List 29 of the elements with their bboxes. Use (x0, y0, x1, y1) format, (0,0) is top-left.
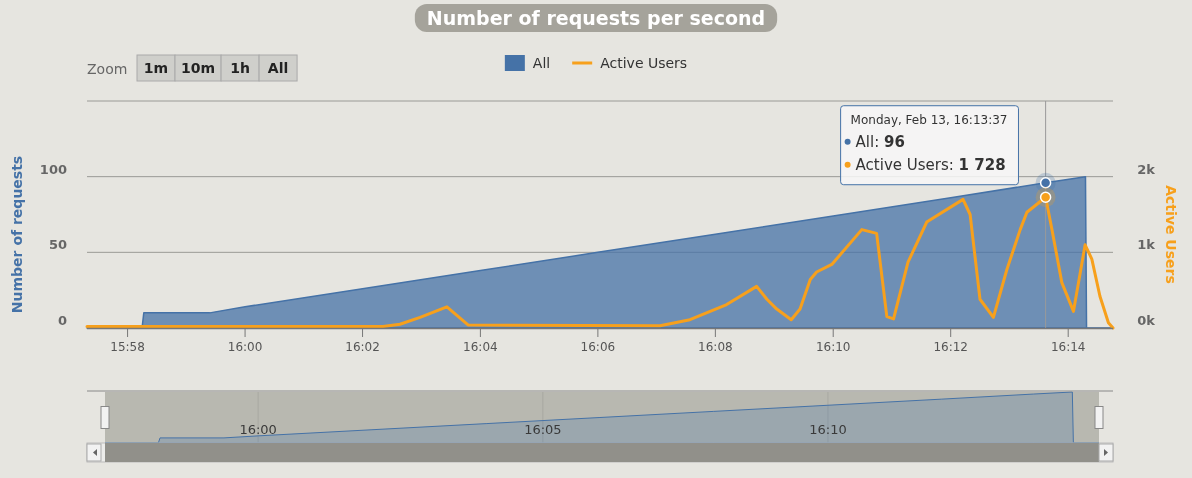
y-tick-label: 0 (57, 313, 67, 328)
y-tick-label: 100 (39, 161, 67, 177)
annotation: Monday, Feb 13, 16:13:37 All: 96 Active Users: 1 728 (850, 112, 1008, 174)
text: Zoom (87, 61, 128, 77)
x-tick-label: 16:10 (815, 340, 851, 354)
y2-tick-label: 1k (1137, 237, 1156, 253)
x-tick-label: 16:08 (698, 340, 733, 354)
x-tick-label: 16:10 (809, 422, 847, 437)
x-tick-label: 16:06 (580, 340, 616, 354)
y-axis-title: Number of requests (9, 155, 25, 314)
y2-tick-label: 0k (1137, 313, 1156, 328)
x-tick-label: 16:02 (345, 340, 380, 354)
text: 10m (181, 60, 216, 76)
y-tick-label: 50 (48, 237, 67, 253)
legend-label: All (532, 55, 551, 71)
x-tick-label: 16:00 (227, 340, 263, 354)
x-tick-label: 16:05 (524, 422, 562, 437)
x-tick-label: 16:14 (1050, 340, 1086, 354)
text: 1h (230, 60, 250, 76)
y2-tick-label: 2k (1137, 161, 1156, 177)
text: All (267, 60, 289, 76)
x-tick-label: 15:58 (110, 340, 145, 354)
x-tick-label: 16:04 (463, 340, 498, 354)
x-tick-label: 16:12 (933, 340, 968, 354)
y2-axis-title: Active Users (1163, 185, 1179, 284)
legend-label: Active Users (600, 55, 688, 71)
text: 1m (143, 60, 169, 76)
x-tick-label: 16:00 (239, 422, 277, 437)
chart-title: Number of requests per second (426, 7, 766, 29)
